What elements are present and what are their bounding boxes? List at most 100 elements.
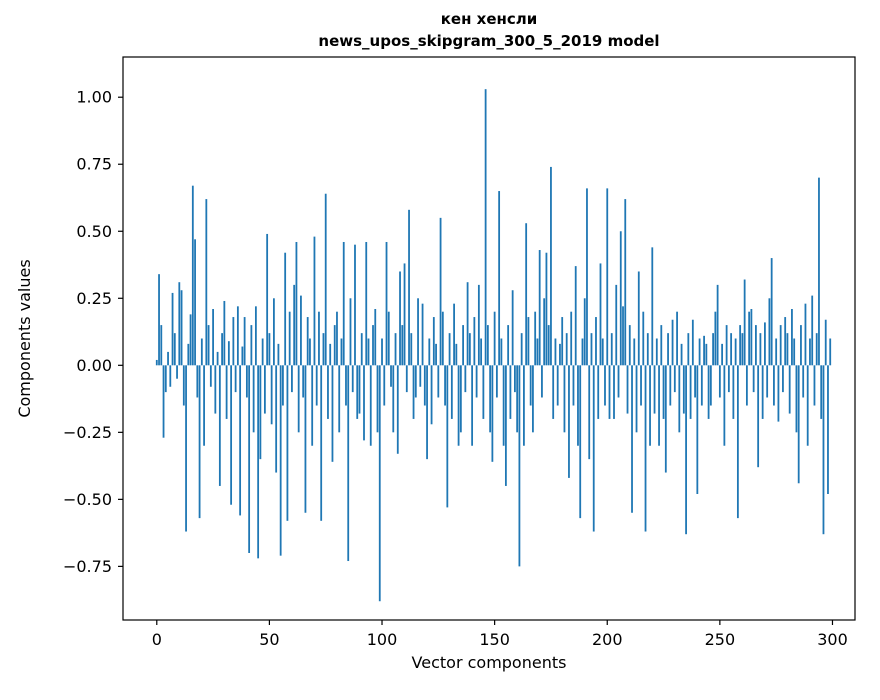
bar bbox=[450, 365, 453, 419]
bar bbox=[520, 333, 523, 366]
y-tick-label: 0.00 bbox=[76, 356, 112, 375]
bar bbox=[707, 365, 710, 419]
bar bbox=[705, 343, 708, 366]
bar bbox=[541, 365, 543, 398]
bar bbox=[302, 365, 305, 398]
bar bbox=[318, 311, 320, 366]
bar bbox=[369, 365, 372, 446]
bar bbox=[495, 365, 498, 398]
bar bbox=[498, 191, 501, 366]
bar bbox=[284, 252, 287, 366]
bar bbox=[300, 295, 302, 366]
y-tick-label: −0.50 bbox=[63, 490, 112, 509]
bar bbox=[428, 338, 431, 366]
bar bbox=[309, 338, 311, 366]
bar bbox=[392, 365, 395, 433]
bar bbox=[700, 365, 703, 406]
bar bbox=[646, 333, 649, 366]
bar bbox=[640, 365, 642, 406]
bar bbox=[755, 325, 757, 366]
bar bbox=[387, 311, 390, 366]
bar bbox=[822, 365, 825, 535]
bar bbox=[158, 274, 160, 366]
bar bbox=[786, 333, 789, 366]
bar bbox=[764, 322, 766, 366]
bar bbox=[795, 365, 798, 433]
bars bbox=[155, 89, 832, 602]
bar bbox=[660, 325, 663, 366]
bar bbox=[457, 365, 460, 446]
bar bbox=[176, 365, 178, 379]
bar bbox=[599, 263, 602, 366]
bar bbox=[473, 317, 476, 366]
bar bbox=[818, 177, 820, 366]
bar bbox=[514, 365, 516, 393]
bar bbox=[523, 365, 525, 446]
bar bbox=[736, 365, 739, 519]
bar bbox=[804, 303, 807, 366]
bar bbox=[568, 365, 570, 478]
bar bbox=[610, 333, 613, 366]
bar bbox=[360, 333, 363, 366]
bar bbox=[628, 325, 631, 366]
bar bbox=[363, 365, 365, 441]
bar bbox=[245, 365, 248, 398]
bar bbox=[655, 338, 658, 366]
bar bbox=[306, 317, 309, 366]
bar bbox=[304, 365, 307, 513]
bar bbox=[423, 365, 426, 406]
bar bbox=[507, 325, 510, 366]
bar bbox=[752, 365, 755, 393]
bar bbox=[347, 365, 350, 562]
bar bbox=[399, 271, 401, 366]
bar bbox=[270, 365, 273, 425]
bar bbox=[489, 365, 492, 433]
bar bbox=[327, 365, 329, 419]
bar bbox=[770, 258, 773, 366]
bar bbox=[592, 365, 595, 532]
bar bbox=[547, 325, 550, 366]
bar bbox=[815, 333, 818, 366]
y-axis-label: Components values bbox=[15, 259, 34, 417]
bar bbox=[775, 338, 778, 366]
bar bbox=[324, 193, 327, 366]
bar bbox=[669, 365, 672, 406]
bar bbox=[376, 365, 379, 433]
bar bbox=[295, 241, 298, 366]
bar bbox=[167, 351, 169, 366]
bar bbox=[824, 319, 827, 366]
bar bbox=[408, 209, 410, 366]
bar bbox=[779, 325, 782, 366]
bar bbox=[597, 365, 600, 419]
bar bbox=[543, 298, 546, 366]
bar bbox=[595, 317, 597, 366]
bar bbox=[797, 365, 800, 484]
bar bbox=[390, 365, 392, 387]
bar bbox=[437, 365, 440, 398]
bar bbox=[358, 365, 361, 414]
bar bbox=[581, 338, 584, 366]
bar bbox=[673, 365, 676, 393]
bar bbox=[730, 333, 733, 366]
x-tick-label: 200 bbox=[592, 630, 623, 649]
bar bbox=[604, 365, 606, 406]
bar bbox=[378, 365, 381, 602]
bar bbox=[351, 365, 354, 393]
bar bbox=[588, 365, 591, 460]
bar bbox=[631, 365, 633, 513]
bar bbox=[243, 317, 246, 366]
bar bbox=[225, 365, 228, 419]
bar bbox=[678, 365, 681, 433]
bar bbox=[484, 89, 487, 366]
x-tick-label: 50 bbox=[259, 630, 279, 649]
bar bbox=[570, 311, 573, 366]
bar bbox=[761, 365, 764, 419]
x-tick-label: 0 bbox=[152, 630, 162, 649]
y-tick-label: 0.25 bbox=[76, 289, 112, 308]
bar bbox=[185, 365, 187, 532]
bar bbox=[482, 365, 485, 419]
bar bbox=[671, 319, 674, 366]
plot-frame bbox=[122, 56, 856, 621]
bar bbox=[748, 311, 751, 366]
